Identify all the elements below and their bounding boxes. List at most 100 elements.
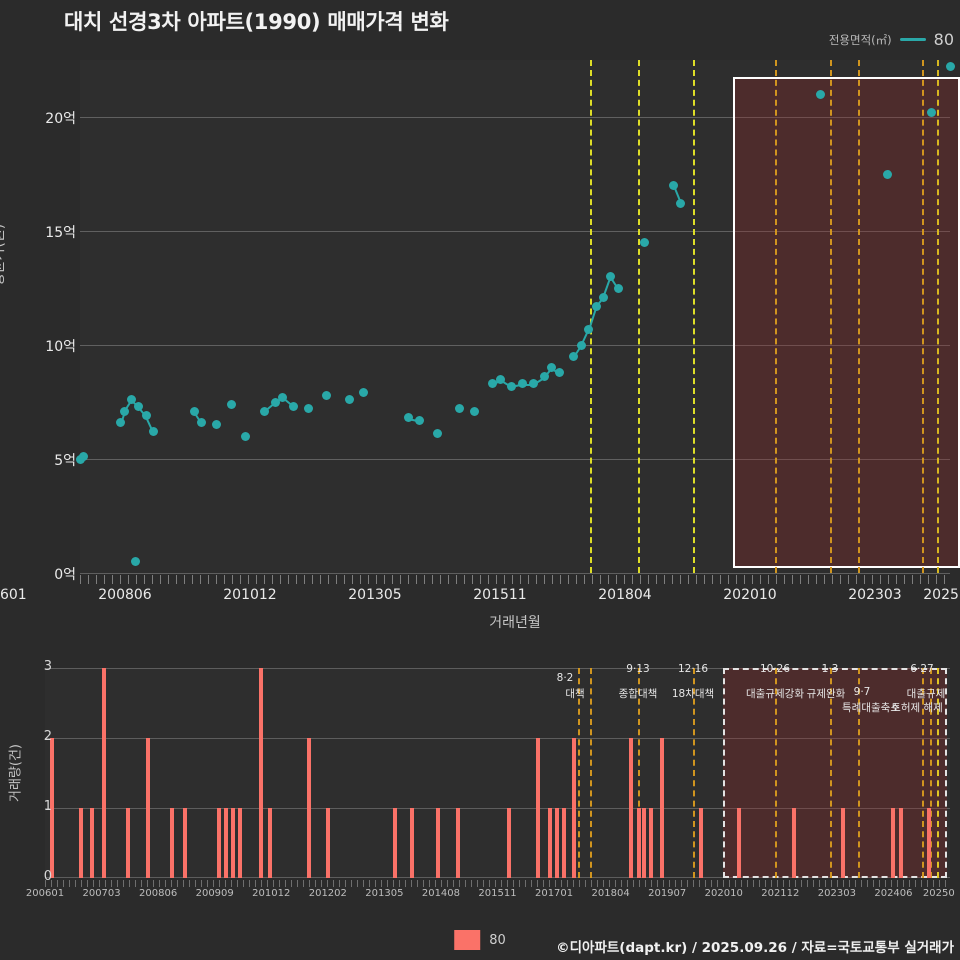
bottom-x-tick-label: 201305 <box>365 888 404 899</box>
policy-vline <box>830 60 832 573</box>
scatter-point <box>517 379 527 389</box>
scatter-point <box>639 237 649 247</box>
scatter-connector <box>522 383 534 386</box>
scatter-point <box>669 180 679 190</box>
annotation-date: 1·3 <box>821 663 839 675</box>
policy-vline <box>775 60 777 573</box>
bottom-x-tick-label: 202303 <box>817 888 856 899</box>
volume-bar <box>791 808 796 878</box>
page-title: 대치 선경3차 아파트(1990) 매매가격 변화 <box>64 10 449 34</box>
legend-line-icon <box>899 38 926 41</box>
volume-bar <box>325 808 330 878</box>
bottom-y-tick-label: 3 <box>43 659 52 674</box>
volume-bar <box>660 738 665 878</box>
top-x-tick-label: 2025 <box>923 587 959 603</box>
annotation-label: 규제완화 <box>806 688 846 700</box>
bottom-x-tick-label: 201202 <box>308 888 347 899</box>
volume-bar <box>737 808 742 878</box>
annotation-date: 6·27 <box>910 663 934 675</box>
scatter-point <box>197 418 207 428</box>
top-gridline <box>80 345 950 346</box>
top-legend-value: 80 <box>933 30 954 49</box>
volume-bar <box>548 808 553 878</box>
volume-bar <box>169 808 174 878</box>
scatter-point <box>547 363 557 373</box>
bottom-gridline <box>45 668 950 669</box>
volume-bar <box>891 808 896 878</box>
scatter-point <box>469 406 479 416</box>
policy-vline <box>922 60 924 573</box>
annotation-date: 12·16 <box>677 663 709 675</box>
scatter-point <box>141 411 151 421</box>
volume-bar <box>146 738 151 878</box>
annotation-label: 18차대책 <box>671 688 715 700</box>
bottom-x-tick-label: 20250 <box>922 888 955 899</box>
volume-bar <box>535 738 540 878</box>
bottom-x-tick-label: 202406 <box>874 888 913 899</box>
annotation-label: 특례대출축소 <box>842 702 900 714</box>
policy-vline <box>693 60 695 573</box>
scatter-point <box>270 397 280 407</box>
scatter-point <box>598 292 608 302</box>
volume-bar <box>79 808 84 878</box>
volume-bar <box>409 808 414 878</box>
volume-bar <box>231 808 236 878</box>
scatter-point <box>127 395 137 405</box>
policy-vline <box>937 668 939 878</box>
policy-vline <box>638 668 640 878</box>
volume-bar <box>182 808 187 878</box>
scatter-point <box>576 340 586 350</box>
top-legend-label: 전용면적(㎡) <box>828 32 892 47</box>
policy-vline <box>922 668 924 878</box>
volume-bar <box>555 808 560 878</box>
scatter-point <box>528 379 538 389</box>
volume-bar <box>90 808 95 878</box>
scatter-point <box>119 406 129 416</box>
bottom-x-tick-label: 202010 <box>704 888 743 899</box>
volume-bar <box>642 808 647 878</box>
top-legend: 전용면적(㎡) 80 <box>829 30 954 49</box>
scatter-point <box>130 557 140 567</box>
bottom-x-tick-label: 202112 <box>761 888 800 899</box>
scatter-point <box>304 404 314 414</box>
scatter-point <box>591 301 601 311</box>
scatter-point <box>414 415 424 425</box>
top-x-tick-label: 202303 <box>848 587 902 603</box>
policy-vline <box>858 60 860 573</box>
bottom-x-tick-label: 200703 <box>82 888 121 899</box>
volume-bar <box>49 738 54 878</box>
volume-bar <box>699 808 704 878</box>
top-x-tickbar <box>80 575 950 584</box>
bottom-x-axis: 200601 200703 200806 200909 201012 201202 2013… <box>26 880 955 910</box>
scatter-point <box>882 169 892 179</box>
top-x-tick-label: 201511 <box>473 587 527 603</box>
volume-bar <box>927 808 932 878</box>
bottom-x-tick-label: 200806 <box>139 888 178 899</box>
top-y-tick-label: 10억 <box>45 339 76 355</box>
bottom-x-tick-label: 201804 <box>591 888 630 899</box>
scatter-point <box>226 399 236 409</box>
annotation-date: 9·13 <box>626 663 650 675</box>
volume-bar <box>237 808 242 878</box>
bottom-x-tick-label: 201511 <box>478 888 517 899</box>
scatter-point <box>676 199 686 209</box>
volume-bar <box>561 808 566 878</box>
scatter-point <box>79 452 89 462</box>
top-x-tick-label: 201305 <box>348 587 402 603</box>
top-y-tick-label: 0억 <box>54 567 76 583</box>
bottom-x-tick-label: 200909 <box>195 888 234 899</box>
top-gridline <box>80 459 950 460</box>
policy-vline <box>830 668 832 878</box>
volume-bar <box>435 808 440 878</box>
bottom-x-tickbar <box>45 880 950 887</box>
policy-vline <box>775 668 777 878</box>
top-y-tick-label: 5억 <box>54 453 76 469</box>
scatter-point <box>289 402 299 412</box>
bottom-y-tick-label: 2 <box>43 729 52 744</box>
volume-bar <box>506 808 511 878</box>
bottom-y-tick-label: 0 <box>43 869 52 884</box>
annotation-date: 10·26 <box>759 663 791 675</box>
top-gridline <box>80 573 950 574</box>
volume-bar <box>648 808 653 878</box>
footer-credit: ©디아파트(dapt.kr) / 2025.09.26 / 자료=국토교통부 실… <box>556 940 954 956</box>
